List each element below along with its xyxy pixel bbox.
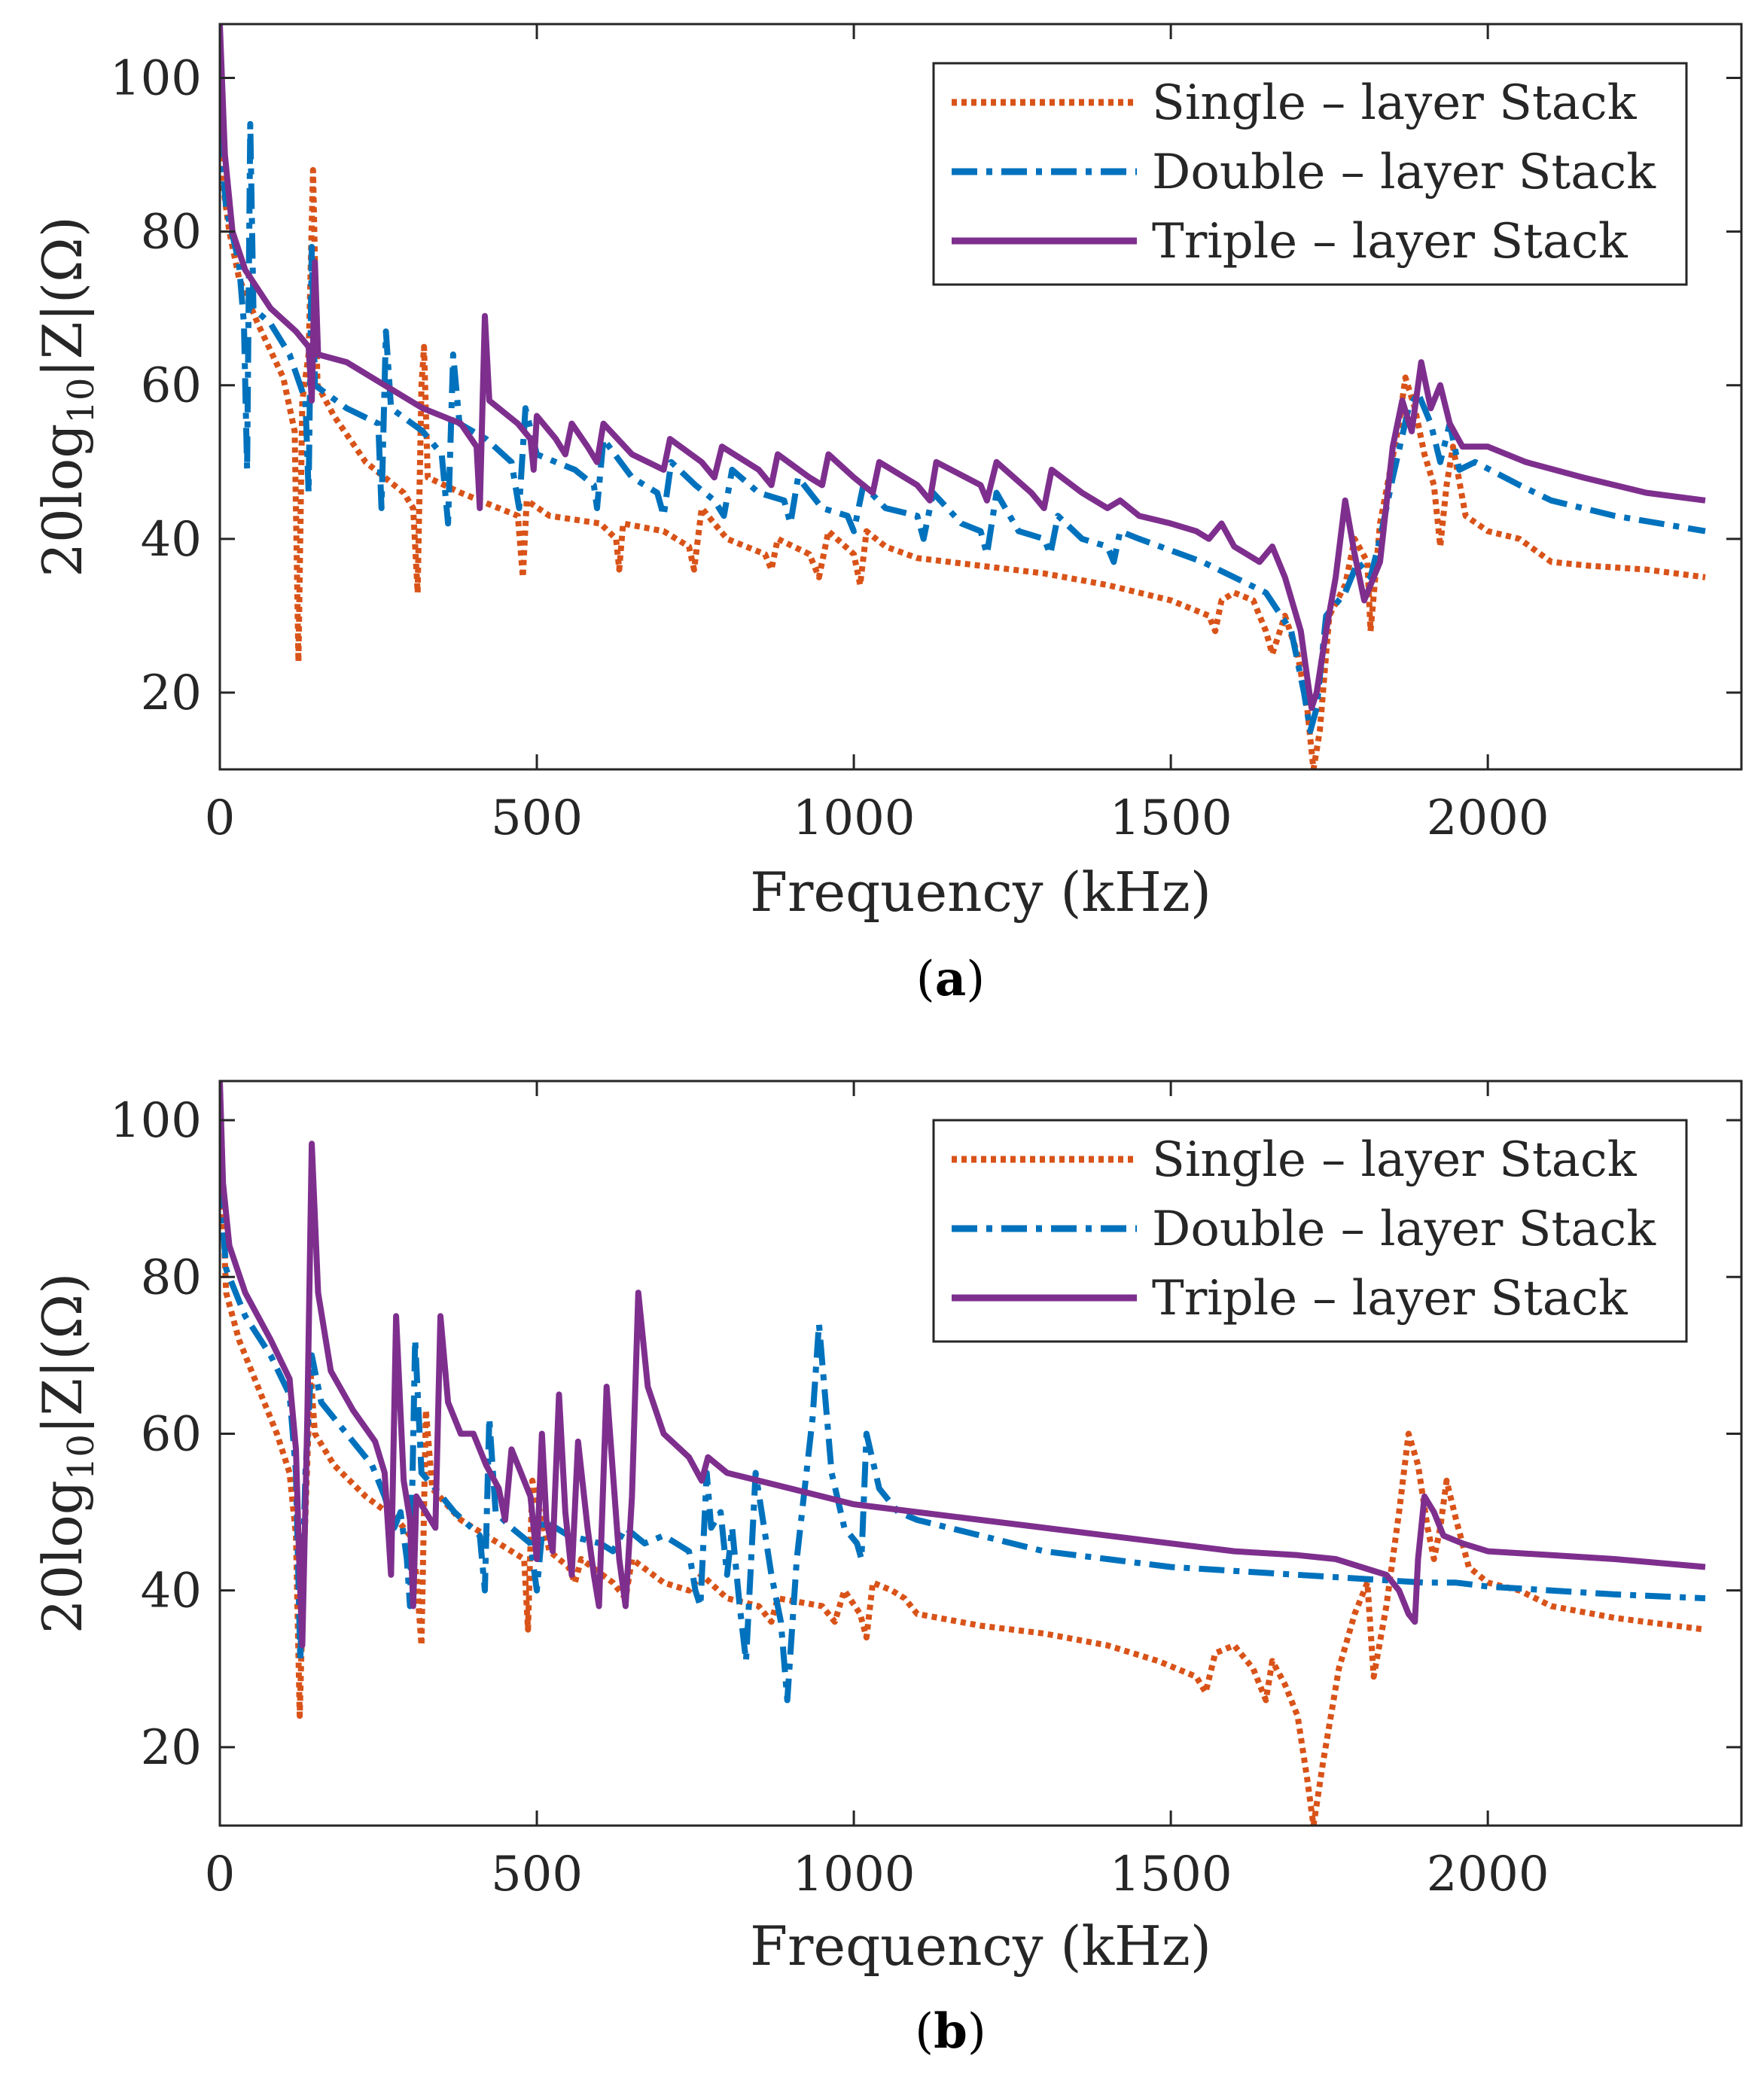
x-tick-label: 500 [491, 1847, 583, 1902]
x-tick-label: 0 [205, 790, 236, 846]
series-line-a-3 [220, 24, 1706, 711]
y-tick-label: 40 [141, 512, 202, 568]
y-tick-label: 80 [141, 1250, 202, 1305]
series-line-b-1 [220, 1135, 1706, 1826]
series-group-b [220, 1081, 1706, 1826]
chart-panel-b: 0 500 1000 1500 2000 20 40 60 80 100 Frequency (kH… [31, 1080, 1743, 2060]
x-tick-label: 500 [491, 790, 583, 846]
y-tick-label: 100 [110, 1093, 202, 1149]
y-axis-label: 20log10|Z|(Ω) [31, 1273, 102, 1634]
y-tick-label: 100 [110, 50, 202, 106]
legend-b: Single – layer Stack Double – layer Stack… [932, 1119, 1688, 1343]
series-line-b-3 [220, 1081, 1706, 1649]
series-line-a-2 [220, 120, 1706, 734]
chart-panel-a: 0 500 1000 1500 2000 20 40 60 80 100 Frequency (kH… [31, 23, 1743, 1007]
legend-a: Single – layer Stack Double – layer Stack… [932, 62, 1688, 286]
y-tick-label: 80 [141, 205, 202, 260]
legend-entry-2: Double – layer Stack [1152, 1201, 1656, 1257]
x-tick-label: 1500 [1110, 1847, 1232, 1902]
panel-label-b: (b) [915, 2003, 986, 2060]
y-tick-label: 60 [141, 358, 202, 414]
axes-frame-b [218, 1080, 1743, 1827]
x-tick-label: 0 [205, 1847, 236, 1902]
x-tick-label: 2000 [1427, 1847, 1549, 1902]
y-tick-label: 20 [141, 665, 202, 721]
x-axis-label: Frequency (kHz) [750, 1914, 1211, 1978]
y-tick-label: 40 [141, 1564, 202, 1619]
y-tick-label: 20 [141, 1720, 202, 1776]
x-axis-label: Frequency (kHz) [750, 860, 1211, 924]
legend-entry-3: Triple – layer Stack [1152, 1271, 1628, 1326]
y-tick-label: 60 [141, 1406, 202, 1462]
axes-frame-a [218, 23, 1743, 771]
legend-entry-1: Single – layer Stack [1152, 1132, 1638, 1188]
series-group-a [220, 24, 1706, 769]
x-tick-label: 1500 [1110, 790, 1232, 846]
x-tick-label: 1000 [793, 1847, 916, 1902]
x-tick-label: 1000 [793, 790, 916, 846]
legend-entry-2: Double – layer Stack [1152, 145, 1656, 200]
x-tick-label: 2000 [1427, 790, 1549, 846]
legend-entry-3: Triple – layer Stack [1152, 214, 1628, 270]
y-axis-label: 20log10|Z|(Ω) [31, 216, 102, 577]
legend-entry-1: Single – layer Stack [1152, 75, 1638, 131]
panel-label-a: (a) [916, 951, 985, 1007]
